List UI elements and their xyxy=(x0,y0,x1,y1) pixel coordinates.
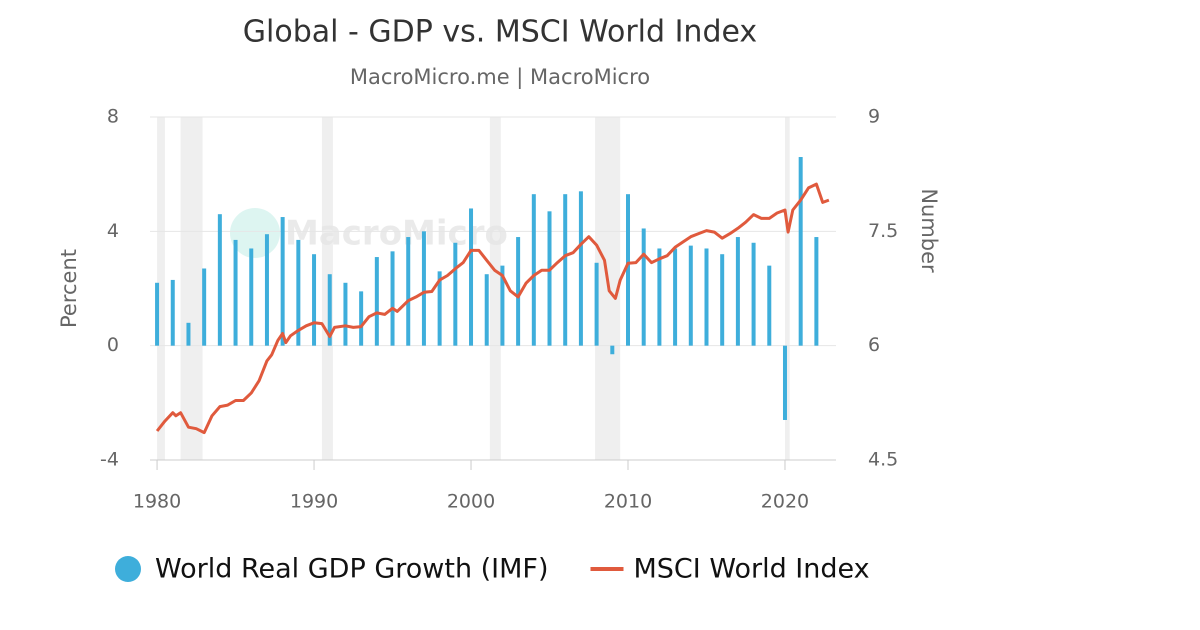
bar xyxy=(233,239,238,346)
legend-label: MSCI World Index xyxy=(634,554,870,585)
y2-tick-label: 7.5 xyxy=(868,220,898,242)
y-tick-label: 4 xyxy=(107,220,119,242)
bar xyxy=(170,279,175,346)
x-tick-label: 2000 xyxy=(447,491,495,513)
bar xyxy=(343,282,348,346)
bar xyxy=(202,268,207,346)
bar xyxy=(688,245,693,346)
shaded-range xyxy=(180,117,203,460)
bar xyxy=(327,274,332,346)
shaded-range xyxy=(784,117,790,460)
bar xyxy=(217,214,222,346)
line xyxy=(155,182,830,435)
x-tick-label: 2020 xyxy=(761,491,809,513)
bar xyxy=(484,274,489,346)
bar xyxy=(312,254,317,346)
bar xyxy=(155,282,160,346)
bar xyxy=(673,248,678,346)
bar xyxy=(516,237,521,346)
bar xyxy=(531,194,536,346)
bar xyxy=(626,194,631,346)
bar xyxy=(359,291,364,346)
shaded-range xyxy=(321,117,333,460)
bar xyxy=(767,265,772,346)
y-axis-title: Percent xyxy=(57,249,81,328)
bar xyxy=(249,248,254,346)
x-tick-label: 1990 xyxy=(290,491,338,513)
shaded-range xyxy=(157,117,165,460)
bar xyxy=(751,242,756,346)
bar xyxy=(814,237,819,346)
x-tick-label: 2010 xyxy=(604,491,652,513)
watermark: MacroMicro xyxy=(285,214,508,254)
y2-tick-label: 4.5 xyxy=(868,449,898,471)
bar xyxy=(563,194,568,346)
bar xyxy=(390,251,395,346)
bar xyxy=(469,208,474,346)
y2-tick-label: 9 xyxy=(868,106,880,128)
bar xyxy=(374,257,379,346)
y-tick-label: 0 xyxy=(107,334,119,356)
bar xyxy=(782,345,787,420)
bar xyxy=(720,254,725,346)
bar xyxy=(453,242,458,346)
chart-title: Global - GDP vs. MSCI World Index xyxy=(243,15,757,50)
bar xyxy=(264,234,269,346)
bar xyxy=(280,217,285,346)
legend-marker xyxy=(115,556,141,582)
x-tick-label: 1980 xyxy=(133,491,181,513)
y2-axis-title: Number xyxy=(917,188,941,273)
bar xyxy=(500,265,505,346)
y-tick-label: 8 xyxy=(107,106,119,128)
bar xyxy=(704,248,709,346)
bar xyxy=(406,237,411,346)
bar xyxy=(657,248,662,346)
y2-tick-label: 6 xyxy=(868,334,880,356)
bar xyxy=(547,211,552,346)
bar xyxy=(641,228,646,346)
bar xyxy=(578,191,583,346)
bar xyxy=(735,237,740,346)
bar xyxy=(437,271,442,346)
chart-subtitle: MacroMicro.me | MacroMicro xyxy=(350,65,650,90)
shaded-range xyxy=(489,117,501,460)
bar xyxy=(421,231,426,346)
y-tick-label: -4 xyxy=(100,449,119,471)
bar xyxy=(610,345,615,355)
bar xyxy=(186,322,191,346)
legend-label: World Real GDP Growth (IMF) xyxy=(155,554,549,585)
bar xyxy=(798,157,803,346)
bar xyxy=(594,262,599,346)
bar xyxy=(296,239,301,346)
